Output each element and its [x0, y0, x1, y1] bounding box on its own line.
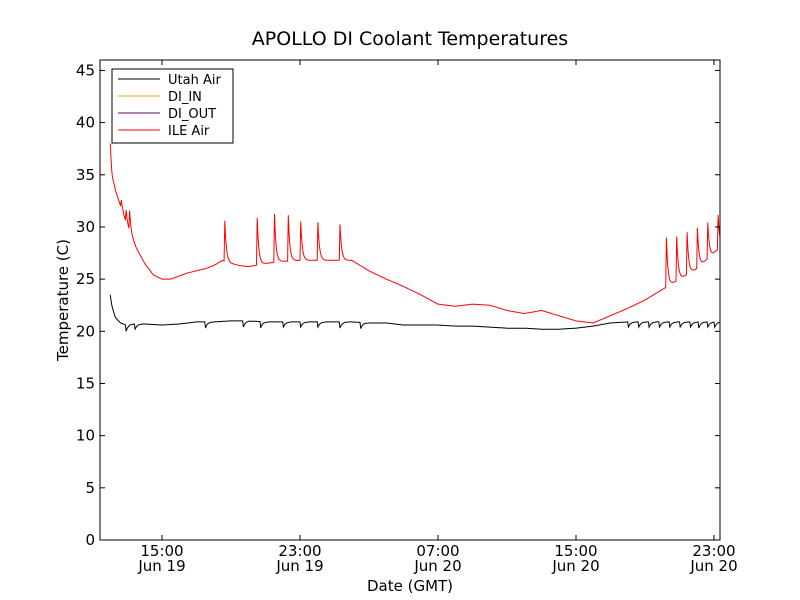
- y-tick-label: 40: [76, 114, 95, 132]
- series-line-ile-air: [109, 143, 720, 324]
- series-layer: [109, 143, 720, 332]
- plot-area-frame: [99, 59, 721, 541]
- legend-label-ile-air: ILE Air: [168, 124, 210, 139]
- y-tick-label: 30: [76, 218, 95, 236]
- chart-title: APOLLO DI Coolant Temperatures: [252, 28, 568, 50]
- x-tick-label-time: 07:00: [416, 542, 459, 560]
- x-tick-label-time: 15:00: [554, 542, 597, 560]
- legend-frame: [111, 68, 234, 144]
- y-tick-label: 35: [76, 166, 95, 184]
- x-axis-label: Date (GMT): [367, 577, 453, 595]
- y-tick-label: 25: [76, 270, 95, 288]
- x-tick-label-date: Jun 19: [137, 557, 185, 575]
- x-tick-label-time: 15:00: [140, 542, 183, 560]
- y-tick-label: 5: [85, 479, 95, 497]
- x-tick-label-date: Jun 20: [413, 557, 461, 575]
- legend-label-utah-air: Utah Air: [168, 73, 221, 88]
- legend-label-di-out: DI_OUT: [168, 107, 216, 122]
- y-tick-label: 20: [76, 322, 95, 340]
- legend: Utah Air DI_IN DI_OUT ILE Air: [111, 68, 234, 144]
- legend-label-di-in: DI_IN: [168, 90, 202, 105]
- series-line-utah-air: [109, 294, 720, 332]
- x-tick-label-time: 23:00: [278, 542, 321, 560]
- y-tick-label: 10: [76, 427, 95, 445]
- x-tick-label-date: Jun 19: [275, 557, 323, 575]
- y-axis-label: Temperature (C): [54, 239, 72, 362]
- y-tick-label: 0: [85, 531, 95, 549]
- y-tick-label: 15: [76, 374, 95, 392]
- x-tick-label-time: 23:00: [692, 542, 735, 560]
- y-axis: 0 5 10 15 20 25 30 35 40 45: [76, 61, 720, 549]
- x-tick-label-date: Jun 20: [689, 557, 737, 575]
- x-tick-label-date: Jun 20: [551, 557, 599, 575]
- y-tick-label: 45: [76, 61, 95, 79]
